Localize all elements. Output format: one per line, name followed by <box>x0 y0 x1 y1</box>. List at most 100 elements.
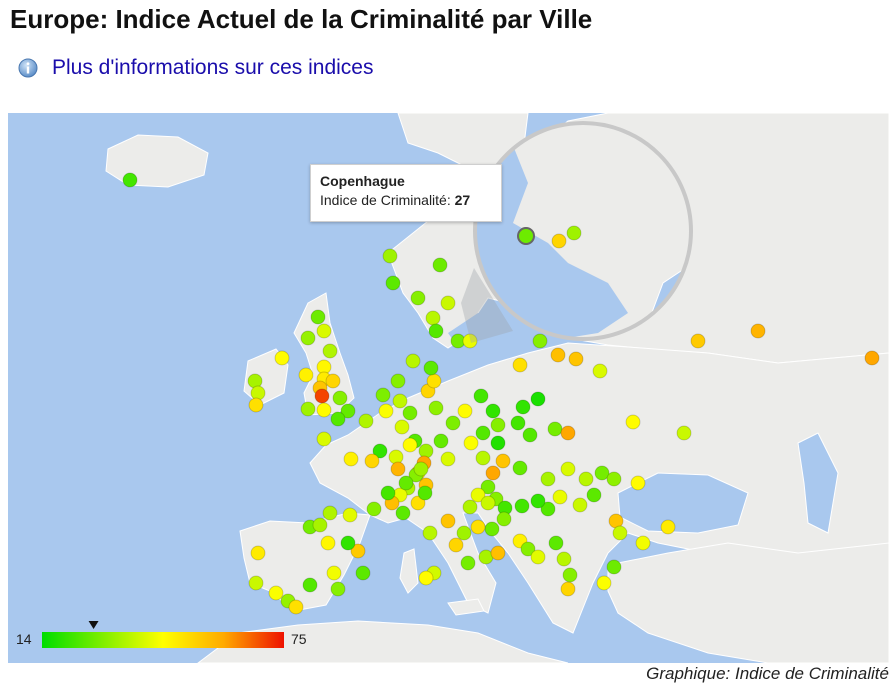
city-marker[interactable] <box>445 415 461 431</box>
city-marker[interactable] <box>298 367 314 383</box>
city-marker[interactable] <box>594 465 610 481</box>
city-marker[interactable] <box>428 323 444 339</box>
city-marker[interactable] <box>342 507 358 523</box>
city-marker[interactable] <box>490 545 506 561</box>
city-marker[interactable] <box>496 511 512 527</box>
city-marker[interactable] <box>314 388 330 404</box>
city-marker[interactable] <box>425 310 441 326</box>
city-marker[interactable] <box>550 347 566 363</box>
city-marker[interactable] <box>596 575 612 591</box>
city-marker[interactable] <box>433 433 449 449</box>
zoom-city-marker[interactable] <box>551 233 567 249</box>
city-marker[interactable] <box>320 535 336 551</box>
city-marker[interactable] <box>302 577 318 593</box>
city-marker[interactable] <box>122 172 138 188</box>
city-marker[interactable] <box>390 373 406 389</box>
city-marker[interactable] <box>548 535 564 551</box>
city-marker[interactable] <box>635 535 651 551</box>
city-marker[interactable] <box>326 565 342 581</box>
city-marker[interactable] <box>423 360 439 376</box>
city-marker[interactable] <box>432 257 448 273</box>
city-marker[interactable] <box>398 475 414 491</box>
city-marker[interactable] <box>520 541 536 557</box>
city-marker[interactable] <box>310 309 326 325</box>
city-marker[interactable] <box>532 333 548 349</box>
city-marker[interactable] <box>375 387 391 403</box>
city-marker[interactable] <box>300 401 316 417</box>
city-marker[interactable] <box>248 397 264 413</box>
city-marker[interactable] <box>250 545 266 561</box>
city-marker[interactable] <box>316 323 332 339</box>
crime-index-map[interactable]: 14 75 Copenhague Indice de Criminalité: … <box>8 112 890 664</box>
more-info-link[interactable]: Plus d'informations sur ces indices <box>52 56 374 79</box>
city-marker[interactable] <box>530 493 546 509</box>
city-marker[interactable] <box>402 437 418 453</box>
city-marker[interactable] <box>630 475 646 491</box>
city-marker[interactable] <box>485 403 501 419</box>
city-marker[interactable] <box>456 525 472 541</box>
city-marker[interactable] <box>428 400 444 416</box>
city-marker[interactable] <box>592 363 608 379</box>
city-marker[interactable] <box>530 549 546 565</box>
city-marker[interactable] <box>480 495 496 511</box>
city-marker[interactable] <box>417 485 433 501</box>
city-marker[interactable] <box>422 525 438 541</box>
city-marker[interactable] <box>457 403 473 419</box>
city-marker[interactable] <box>586 487 602 503</box>
city-marker[interactable] <box>440 451 456 467</box>
city-marker[interactable] <box>485 465 501 481</box>
city-marker[interactable] <box>514 498 530 514</box>
city-marker[interactable] <box>394 419 410 435</box>
city-marker[interactable] <box>350 543 366 559</box>
city-marker[interactable] <box>606 471 622 487</box>
city-marker[interactable] <box>448 537 464 553</box>
city-marker[interactable] <box>470 487 486 503</box>
city-marker[interactable] <box>405 353 421 369</box>
city-marker[interactable] <box>395 505 411 521</box>
city-marker[interactable] <box>560 581 576 597</box>
city-marker[interactable] <box>300 330 316 346</box>
city-marker[interactable] <box>325 373 341 389</box>
city-marker[interactable] <box>690 333 706 349</box>
city-marker[interactable] <box>750 323 766 339</box>
city-marker[interactable] <box>552 489 568 505</box>
city-marker[interactable] <box>484 521 500 537</box>
city-marker[interactable] <box>322 343 338 359</box>
city-marker[interactable] <box>473 388 489 404</box>
city-marker[interactable] <box>343 451 359 467</box>
city-marker[interactable] <box>462 499 478 515</box>
city-marker[interactable] <box>676 425 692 441</box>
city-marker[interactable] <box>402 405 418 421</box>
city-marker[interactable] <box>312 517 328 533</box>
city-marker[interactable] <box>316 402 332 418</box>
city-marker[interactable] <box>560 425 576 441</box>
city-marker[interactable] <box>475 450 491 466</box>
city-marker[interactable] <box>606 559 622 575</box>
city-marker[interactable] <box>410 495 426 511</box>
city-marker[interactable] <box>462 333 478 349</box>
city-marker[interactable] <box>392 393 408 409</box>
city-marker[interactable] <box>316 431 332 447</box>
city-marker[interactable] <box>540 501 556 517</box>
city-marker[interactable] <box>475 425 491 441</box>
city-marker[interactable] <box>268 585 284 601</box>
city-marker[interactable] <box>340 403 356 419</box>
city-marker[interactable] <box>490 435 506 451</box>
city-marker[interactable] <box>426 373 442 389</box>
city-marker[interactable] <box>515 399 531 415</box>
city-marker[interactable] <box>568 351 584 367</box>
city-marker[interactable] <box>340 535 356 551</box>
city-marker[interactable] <box>355 565 371 581</box>
city-marker[interactable] <box>372 443 388 459</box>
city-marker[interactable] <box>382 248 398 264</box>
city-marker[interactable] <box>413 461 429 477</box>
city-marker[interactable] <box>480 479 496 495</box>
city-marker[interactable] <box>660 519 676 535</box>
city-marker[interactable] <box>358 413 374 429</box>
city-marker[interactable] <box>560 461 576 477</box>
city-marker[interactable] <box>460 555 476 571</box>
city-marker[interactable] <box>578 471 594 487</box>
city-marker[interactable] <box>332 390 348 406</box>
city-marker[interactable] <box>512 460 528 476</box>
city-marker[interactable] <box>522 427 538 443</box>
